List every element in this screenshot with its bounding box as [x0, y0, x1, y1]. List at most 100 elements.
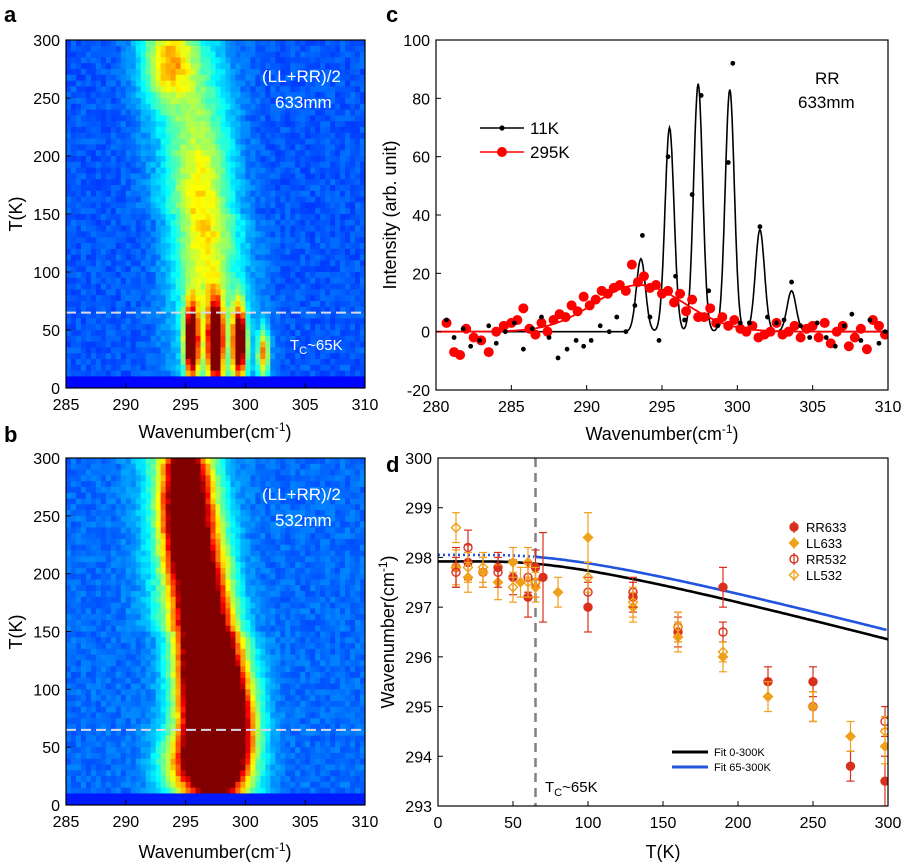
heatmap-a-cell	[235, 57, 242, 64]
heatmap-a-cell	[300, 179, 306, 186]
heatmap-a-cell	[110, 121, 117, 128]
heatmap-a-cell	[66, 248, 72, 256]
heatmap-a-cell	[140, 260, 147, 267]
heatmap-a-cell	[70, 86, 77, 93]
heatmap-a-cell	[115, 45, 122, 53]
heatmap-a-cell	[160, 115, 167, 122]
heatmap-a-cell	[120, 214, 127, 221]
heatmap-a-cell	[66, 156, 72, 163]
heatmap-b-cell	[66, 787, 72, 795]
heatmap-b-cell	[155, 776, 162, 783]
heatmap-a-cell	[140, 173, 147, 180]
heatmap-a-cell	[85, 45, 92, 53]
heatmap-a-cell	[310, 295, 316, 302]
heatmap-a-cell	[220, 74, 227, 82]
heatmap-a-cell	[240, 74, 246, 82]
heatmap-b-cell	[95, 527, 102, 534]
heatmap-a-cell	[355, 347, 361, 354]
heatmap-a-cell	[285, 341, 291, 348]
heatmap-a-cell	[90, 237, 97, 244]
heatmap-a-cell	[85, 208, 92, 215]
heatmap-a-cell	[145, 306, 152, 314]
heatmap-a-cell	[150, 40, 157, 47]
heatmap-b-cell	[95, 515, 102, 523]
heatmap-a-cell	[300, 115, 306, 122]
y-tick-label-a: 300	[33, 33, 60, 50]
heatmap-a-cell	[300, 237, 306, 244]
heatmap-a-cell	[250, 185, 256, 192]
heatmap-a-cell	[170, 109, 177, 116]
heatmap-b-cell	[155, 550, 162, 557]
heatmap-a-cell	[355, 272, 361, 279]
heatmap-a-cell	[190, 98, 197, 105]
heatmap-b-cell	[140, 458, 147, 465]
heatmap-a-cell	[270, 376, 276, 383]
heatmap-a-cell	[190, 237, 197, 244]
heatmap-b-cell	[125, 747, 132, 754]
heatmap-a-cell	[360, 45, 365, 53]
heatmap-b-cell	[115, 596, 122, 604]
heatmap-a-cell	[85, 301, 92, 308]
heatmap-a-cell	[120, 248, 127, 256]
heatmap-a-cell	[240, 289, 246, 296]
heatmap-a-cell	[66, 324, 72, 331]
heatmap-a-cell	[345, 359, 351, 366]
heatmap-a-cell	[205, 353, 212, 360]
heatmap-a-cell	[275, 109, 281, 116]
heatmap-a-cell	[175, 301, 182, 308]
heatmap-a-cell	[280, 347, 286, 354]
heatmap-a-cell	[250, 248, 256, 256]
heatmap-a-cell	[145, 69, 152, 76]
heatmap-a-cell	[220, 248, 227, 256]
heatmap-b-cell	[160, 608, 167, 615]
heatmap-a-cell	[180, 161, 187, 169]
heatmap-a-cell	[145, 272, 152, 279]
heatmap-a-cell	[255, 306, 261, 314]
heatmap-a-cell	[220, 231, 227, 238]
heatmap-a-cell	[95, 295, 102, 302]
heatmap-a-cell	[260, 132, 266, 140]
heatmap-b-cell	[130, 579, 137, 586]
heatmap-b-cell	[75, 614, 82, 621]
heatmap-a-cell	[275, 121, 281, 128]
heatmap-b-cell	[66, 504, 72, 511]
heatmap-a-cell	[155, 132, 162, 140]
heatmap-a-cell	[225, 40, 232, 47]
heatmap-a-cell	[345, 208, 351, 215]
heatmap-a-cell	[230, 196, 237, 203]
heatmap-a-cell	[255, 330, 261, 337]
heatmap-a-cell	[215, 98, 222, 105]
heatmap-a-cell	[180, 196, 187, 203]
heatmap-a-cell	[145, 364, 152, 372]
heatmap-a-cell	[285, 272, 291, 279]
heatmap-a-cell	[255, 121, 261, 128]
heatmap-a-cell	[245, 51, 251, 58]
heatmap-b-cell	[130, 729, 137, 737]
heatmap-a-cell	[85, 214, 92, 221]
heatmap-a-cell	[330, 179, 336, 186]
heatmap-a-cell	[315, 138, 321, 145]
heatmap-a-cell	[320, 306, 326, 314]
heatmap-a-cell	[200, 150, 207, 157]
heatmap-b-cell	[165, 544, 172, 552]
heatmap-a-cell	[240, 80, 246, 87]
heatmap-a-cell	[320, 185, 326, 192]
heatmap-a-cell	[125, 156, 132, 163]
heatmap-a-cell	[190, 173, 197, 180]
heatmap-b-cell	[155, 481, 162, 488]
heatmap-a-cell	[90, 330, 97, 337]
heatmap-b-cell	[66, 729, 72, 737]
heatmap-a-cells	[66, 40, 365, 388]
heatmap-a-cell	[140, 202, 147, 209]
heatmap-a-cell	[100, 156, 107, 163]
heatmap-a-cell	[205, 127, 212, 134]
heatmap-a-cell	[110, 57, 117, 64]
heatmap-a-cell	[210, 231, 217, 238]
heatmap-a-cell	[225, 330, 232, 337]
heatmap-b-cell	[115, 631, 122, 638]
heatmap-b-cell	[155, 585, 162, 592]
heatmap-a-cell	[290, 132, 296, 140]
heatmap-b-cell	[90, 637, 97, 644]
heatmap-a-cell	[80, 353, 87, 360]
